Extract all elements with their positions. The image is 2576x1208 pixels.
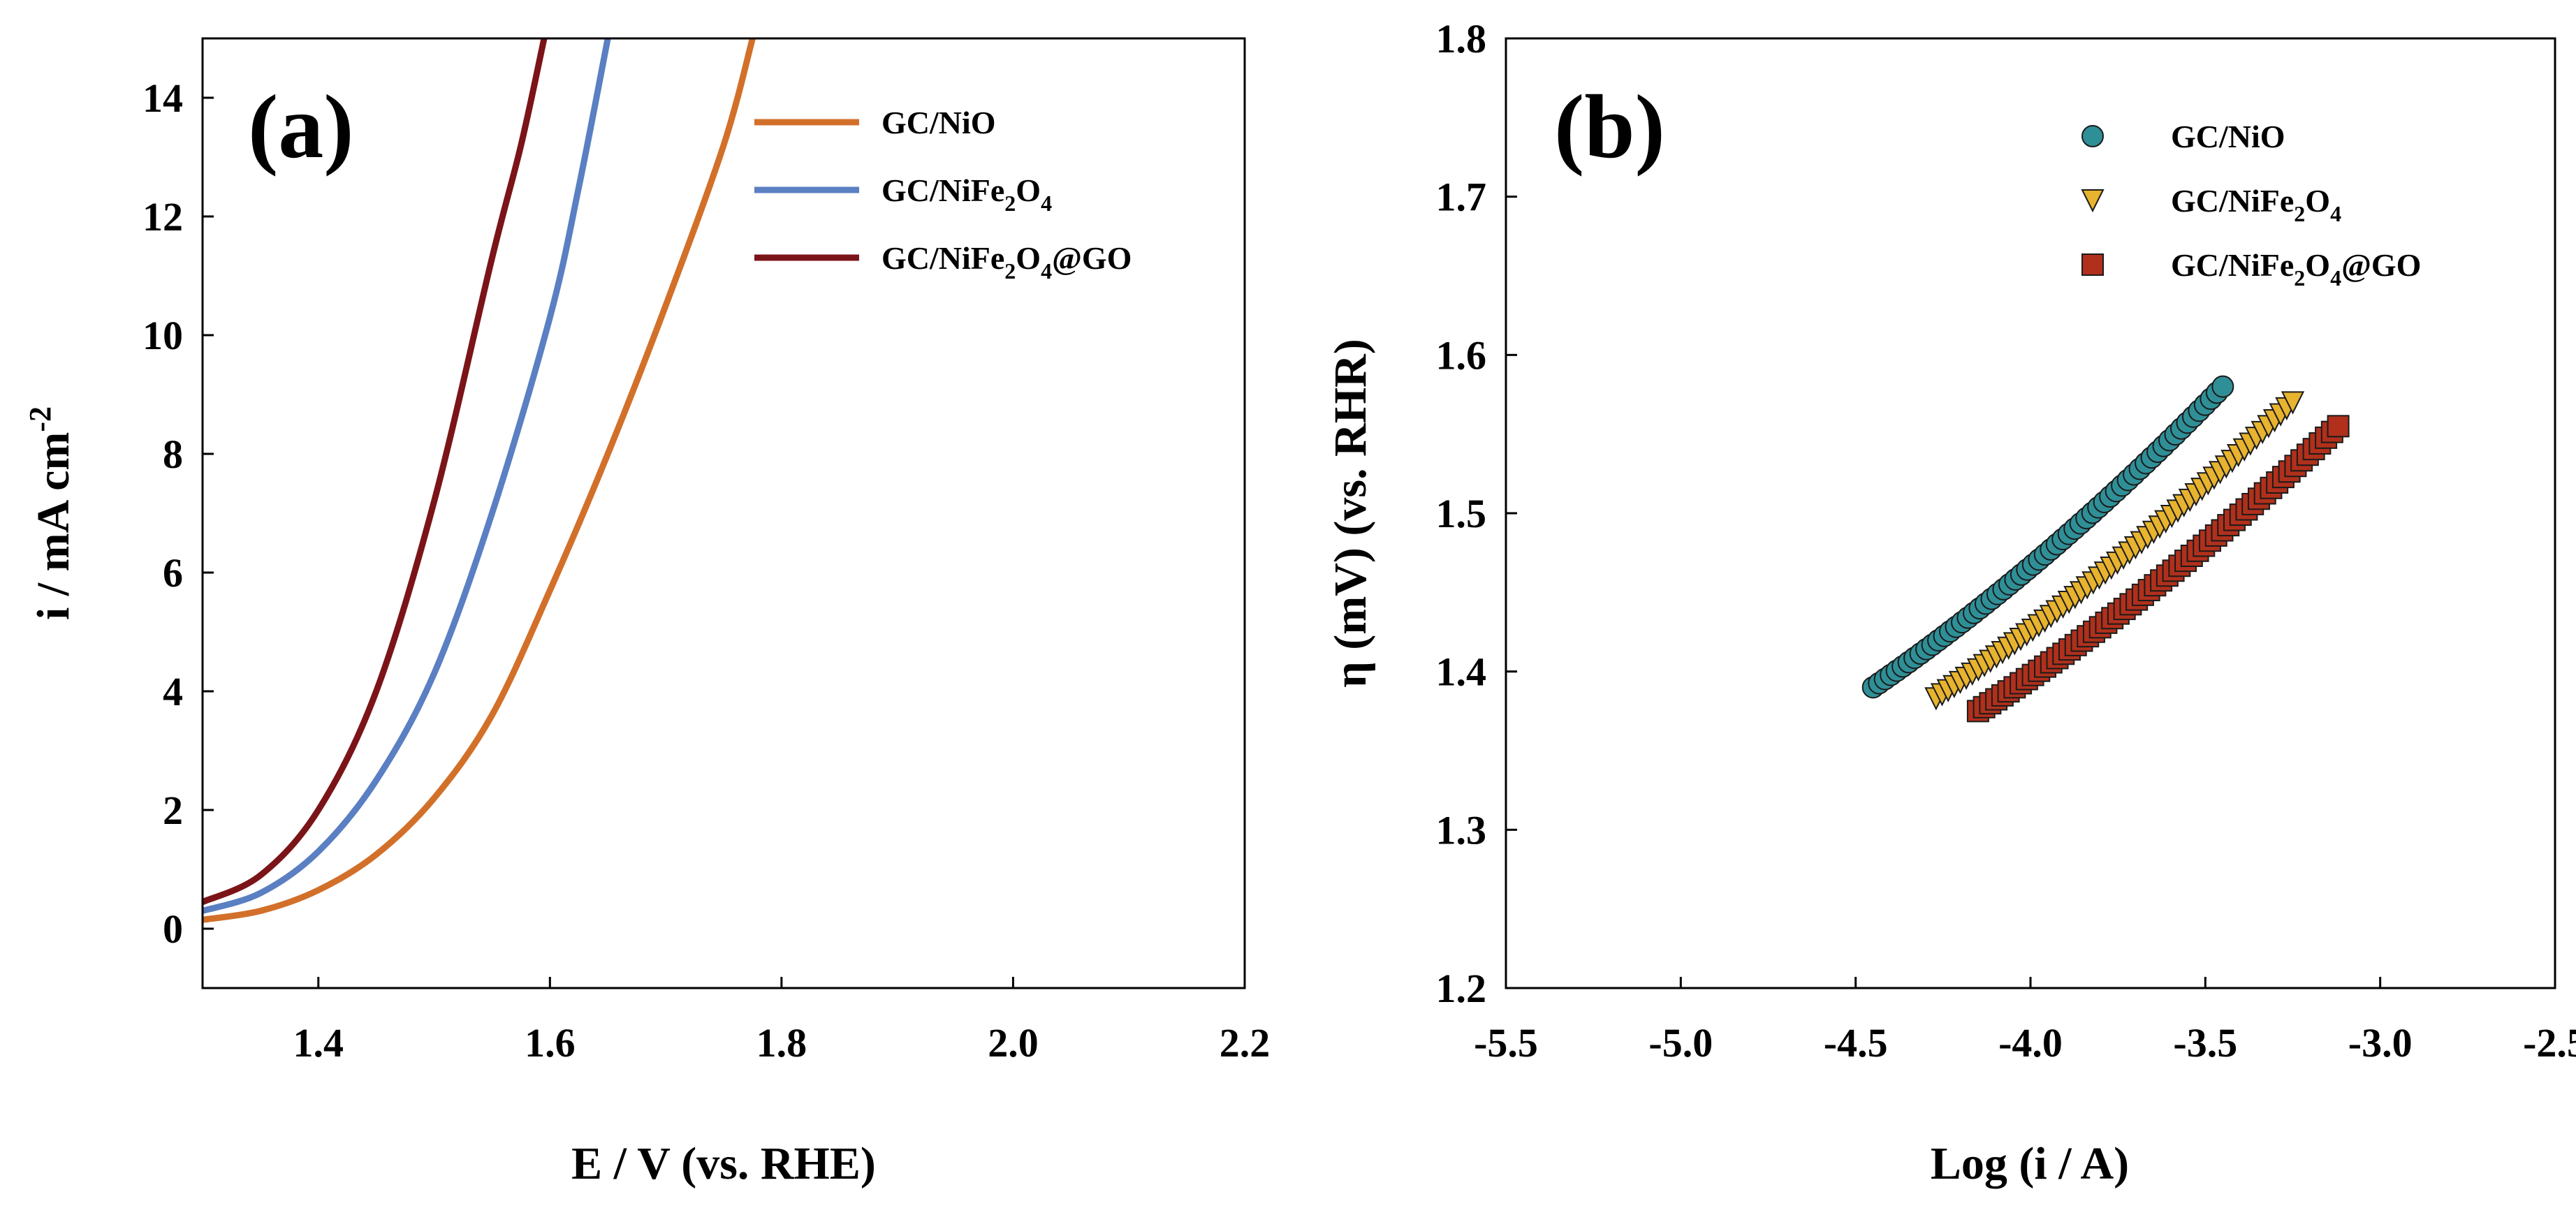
panel-b-x-tick-label: -2.5 (2523, 1020, 2576, 1066)
panel-b-x-axis-title: Log (i / A) (1931, 1138, 2129, 1189)
panel-b-x-tick-label: -4.0 (1998, 1020, 2063, 1066)
panel-b-x-tick-label: -5.5 (1474, 1020, 1538, 1066)
panel-b-y-tick-label: 1.5 (1436, 491, 1487, 536)
panel-b-legend-marker-2 (2081, 253, 2104, 276)
panel-b-y-tick-label: 1.2 (1436, 966, 1487, 1011)
panel-b-x-tick-label: -3.5 (2173, 1020, 2237, 1066)
panel-a-x-tick-label: 1.6 (525, 1020, 576, 1066)
panel-a-y-tick-label: 6 (163, 550, 183, 596)
panel-b-legend: GC/NiO GC/NiFe2O4 GC/NiFe2O4@GO (2081, 119, 2421, 290)
panel-a-y-tick-label: 4 (163, 669, 183, 714)
panel-b-legend-label-1: GC/NiFe2O4 (2171, 183, 2341, 226)
panel-b-y-tick-label: 1.8 (1436, 16, 1487, 61)
panel-a-legend-label-0: GC/NiO (881, 105, 996, 140)
panel-b-x-tick-label: -5.0 (1648, 1020, 1713, 1066)
panel-b-label: (b) (1554, 77, 1665, 177)
panel-b-y-tick-label: 1.3 (1436, 807, 1487, 853)
panel-b-x-tick-label: -4.5 (1824, 1020, 1888, 1066)
panel-b-point-1 (2281, 391, 2305, 415)
panel-b-plot-frame (1505, 37, 2556, 989)
panel-b-y-tick-label: 1.7 (1436, 175, 1487, 220)
panel-b-point-2 (2327, 415, 2350, 438)
panel-a-x-tick-label: 2.0 (988, 1020, 1039, 1066)
panel-b-point-0 (2211, 375, 2234, 398)
panel-a-x-tick-label: 1.8 (756, 1020, 807, 1066)
panel-b-legend-marker-1 (2081, 189, 2105, 213)
panel-b-x-tick-label: -3.0 (2348, 1020, 2413, 1066)
panel-a-y-axis-title-exponent: -2 (23, 406, 57, 432)
panel-b-legend-label-2: GC/NiFe2O4@GO (2171, 247, 2421, 290)
panel-a-series-lines (203, 38, 756, 923)
panel-a-x-tick-label: 1.4 (293, 1020, 344, 1066)
panel-b-series-markers (1861, 375, 2350, 723)
panel-a-legend-label-1: GC/NiFe2O4 (881, 172, 1052, 216)
panel-a-series-line-2 (203, 38, 548, 905)
panel-a-y-tick-label: 12 (142, 194, 183, 240)
panel-b-y-tick-label: 1.4 (1436, 649, 1487, 695)
panel-b-legend-label-0: GC/NiO (2171, 119, 2285, 154)
panel-a-legend: GC/NiO GC/NiFe2O4 GC/NiFe2O4@GO (754, 105, 1132, 283)
panel-a-y-axis-title-main: i / mA cm (28, 432, 79, 620)
panel-a-y-tick-label: 0 (163, 906, 183, 952)
panel-a-y-tick-label: 14 (142, 75, 183, 121)
panel-a-x-tick-label: 2.2 (1220, 1020, 1271, 1066)
panel-b-scatter-chart: -5.5 -5.0 -4.5 -4.0 -3.5 -3.0 -2.5 1.2 1.3 1.4 1.5… (1325, 16, 2576, 1189)
panel-a-y-tick-label: 10 (142, 313, 183, 358)
panel-a-x-axis-title: E / V (vs. RHE) (571, 1138, 876, 1189)
panel-a-y-axis-title: i / mA cm-2 (23, 406, 79, 620)
panel-a-legend-label-2: GC/NiFe2O4@GO (881, 240, 1132, 283)
panel-b-legend-marker-0 (2081, 125, 2104, 147)
panel-a-plot-frame (201, 37, 1246, 989)
panel-a-y-tick-label: 2 (163, 788, 183, 833)
panel-b-y-tick-label: 1.6 (1436, 332, 1487, 378)
panel-a-label: (a) (248, 77, 354, 177)
panel-a-y-tick-label: 8 (163, 432, 183, 477)
panel-b-ticks: -5.5 -5.0 -4.5 -4.0 -3.5 -3.0 -2.5 1.2 1.3 1.4 1.5… (1436, 16, 2576, 1066)
panel-a-series-line-1 (203, 38, 611, 914)
panel-a-series-line-0 (203, 38, 756, 923)
panel-b-y-axis-title: η (mV) (vs. RHR) (1325, 339, 1376, 687)
